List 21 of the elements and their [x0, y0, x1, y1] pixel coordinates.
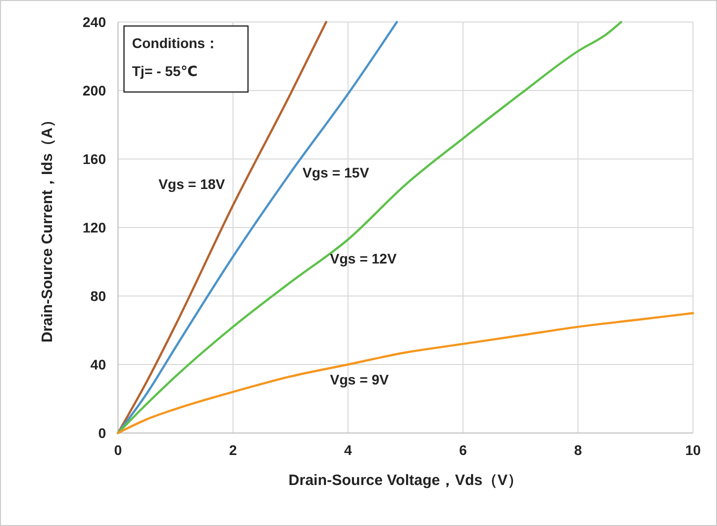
x-tick-label: 6 [459, 442, 468, 458]
x-tick-label: 8 [574, 442, 582, 458]
series-label: Vgs = 15V [302, 164, 370, 181]
y-tick-label: 200 [82, 82, 106, 98]
y-tick-label: 0 [98, 425, 106, 441]
series-label: Vgs = 9V [330, 372, 390, 388]
y-tick-label: 120 [82, 220, 106, 236]
series-label: Vgs = 18V [158, 176, 226, 192]
y-axis-title: Drain-Source Current，Ids（A） [39, 112, 56, 343]
x-tick-label: 2 [229, 442, 238, 458]
y-tick-label: 40 [90, 356, 106, 372]
annotation: Conditions： [132, 35, 220, 51]
x-tick-label: 0 [114, 442, 122, 458]
y-tick-label: 80 [90, 288, 106, 304]
y-tick-label: 160 [82, 151, 106, 167]
x-axis-title: Drain-Source Voltage，Vds（V） [288, 472, 522, 489]
x-tick-label: 10 [685, 442, 701, 458]
series-label: Vgs = 12V [330, 250, 398, 266]
annotation: Tj= - 55℃ [132, 63, 198, 79]
x-tick-label: 4 [344, 442, 352, 458]
y-tick-label: 240 [82, 14, 106, 30]
